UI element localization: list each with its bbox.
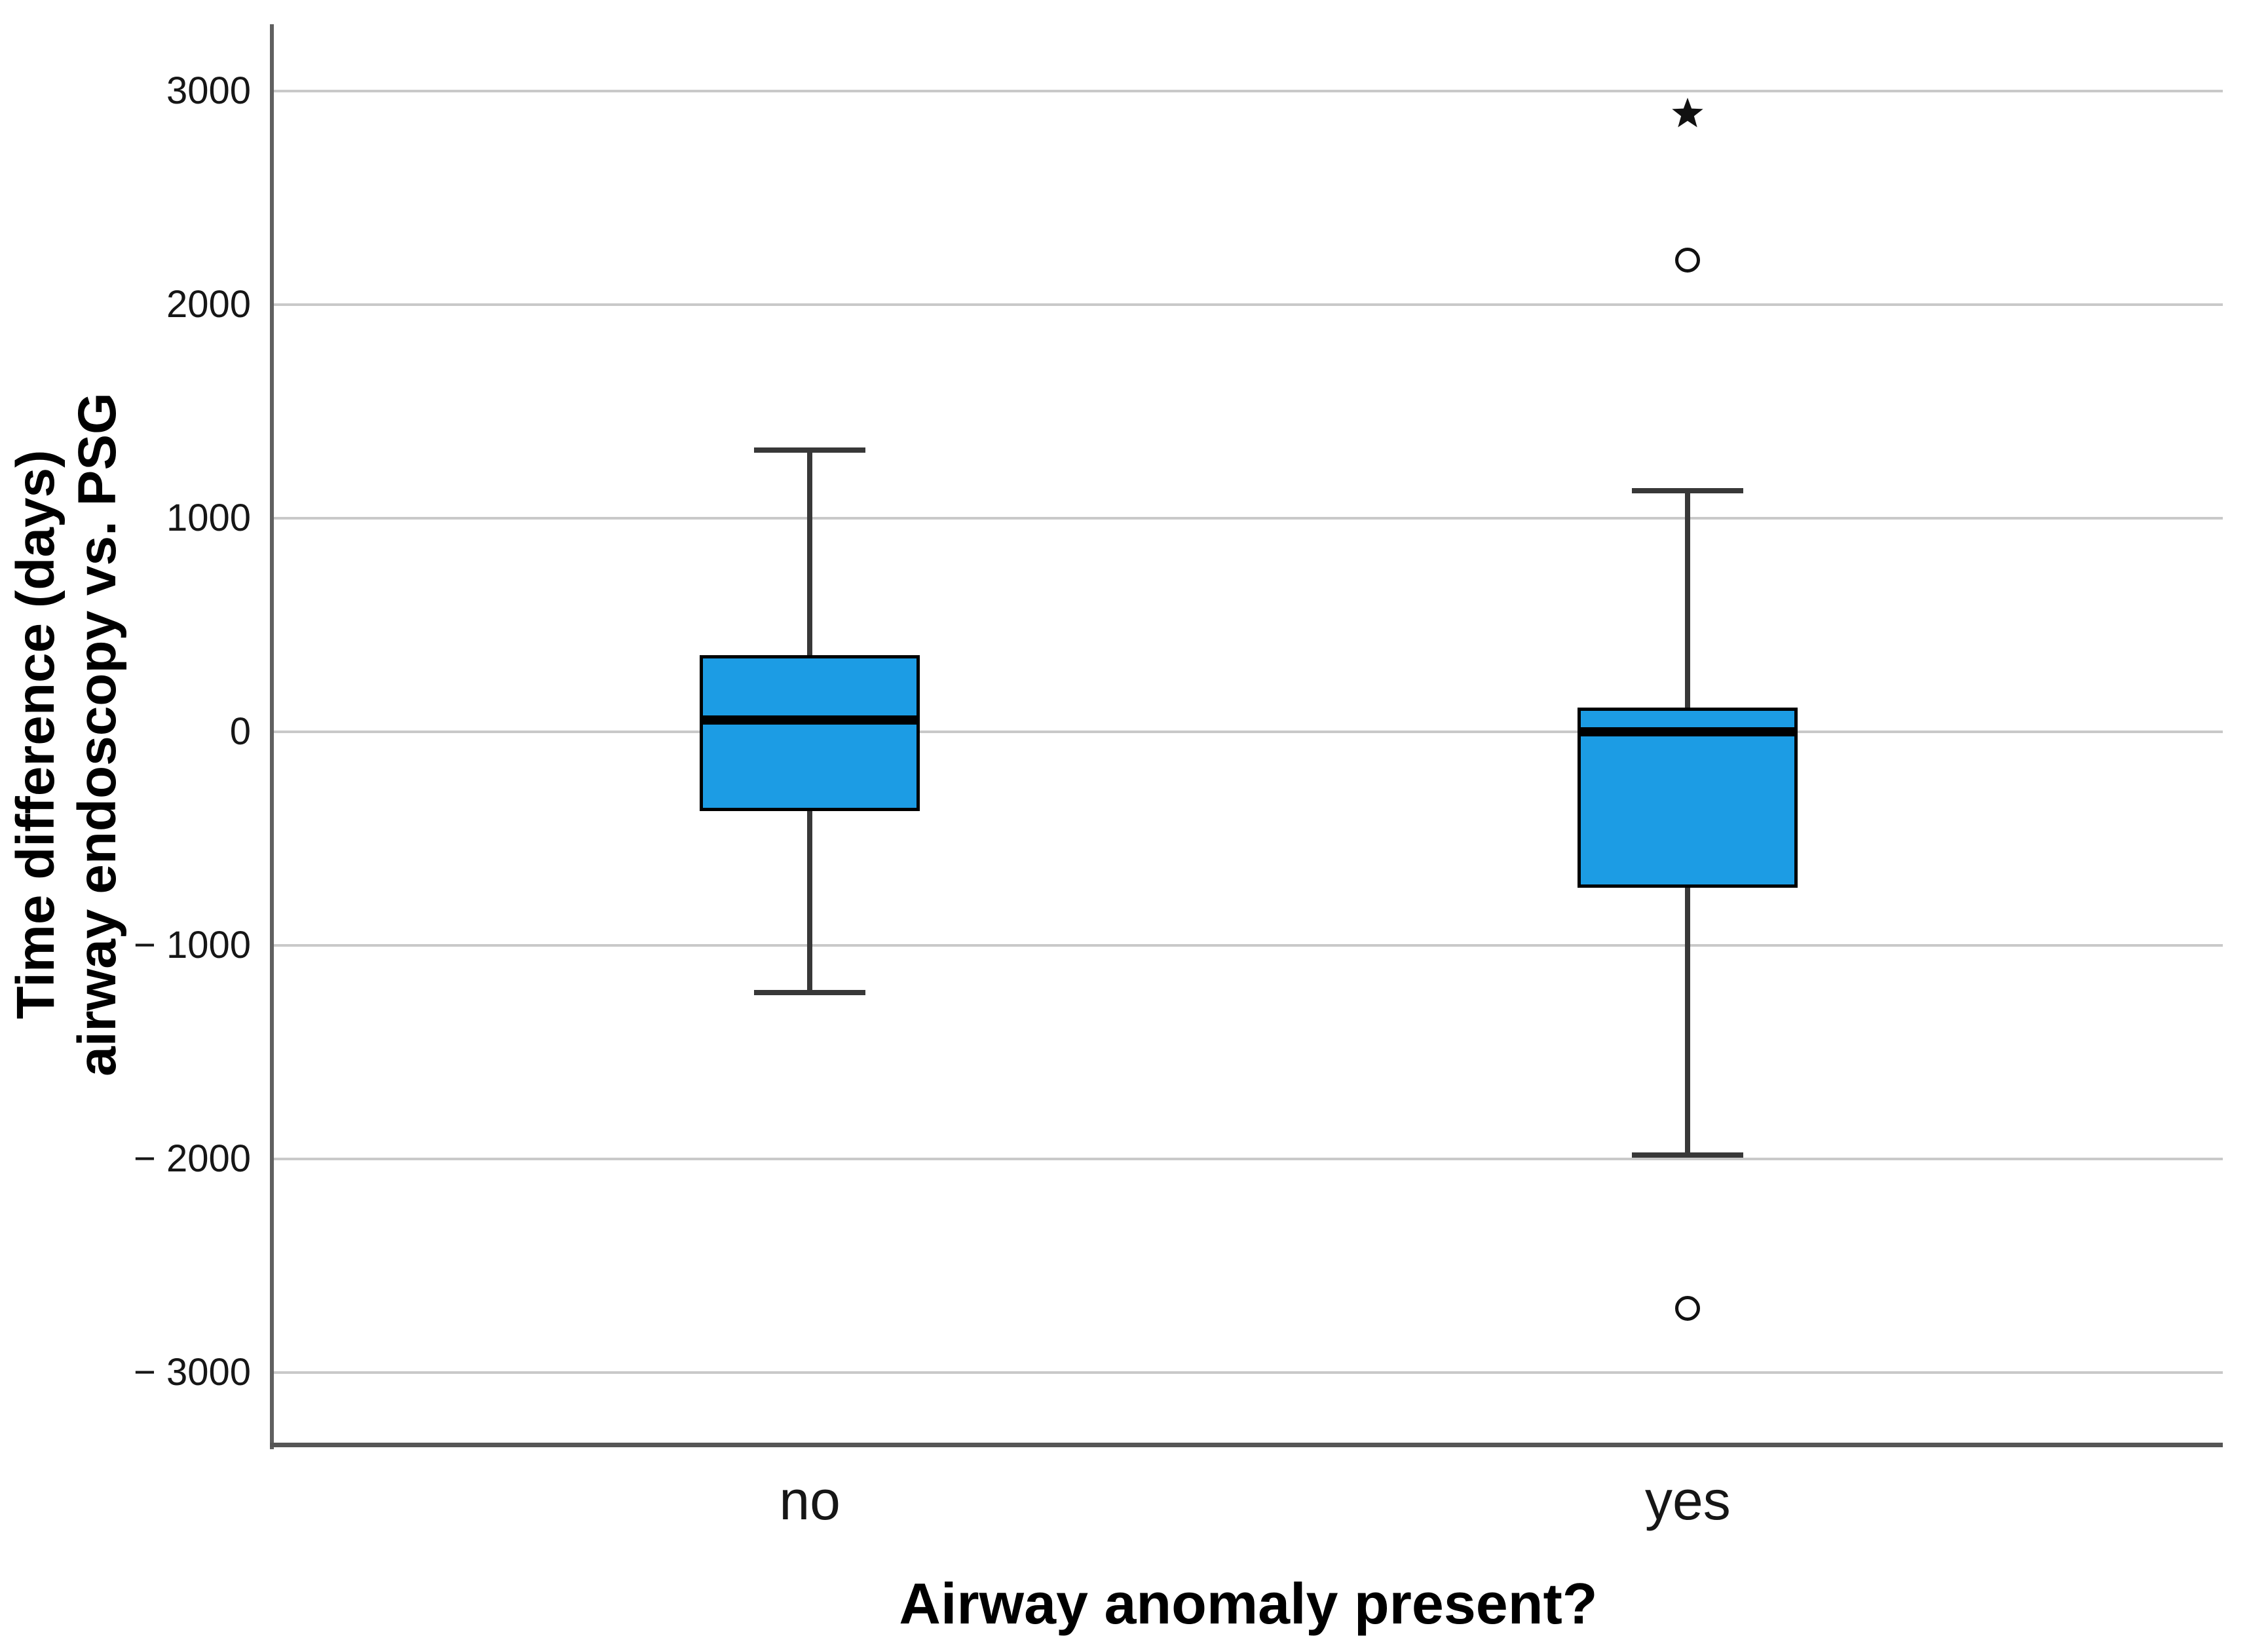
gridline-y--2000 [274, 1158, 2223, 1161]
gridline-y-3000 [274, 90, 2223, 93]
whisker-cap-upper-yes [1632, 487, 1744, 493]
y-tick-label: − 1000 [133, 924, 251, 967]
gridline-y-1000 [274, 517, 2223, 520]
whisker-upper-yes [1685, 490, 1691, 708]
whisker-upper-no [807, 449, 813, 655]
whisker-cap-lower-yes [1632, 1152, 1744, 1158]
gridline-y-0 [274, 731, 2223, 734]
y-tick-label: 0 [229, 710, 251, 753]
x-axis-line [270, 1443, 2223, 1447]
box-yes [1578, 707, 1798, 888]
whisker-lower-no [807, 810, 813, 993]
whisker-lower-yes [1685, 888, 1691, 1155]
gridline-y--1000 [274, 944, 2223, 947]
gridline-y--3000 [274, 1371, 2223, 1375]
outlier-circle-yes [1675, 1296, 1701, 1321]
y-axis-line [270, 24, 274, 1449]
y-tick-label: − 3000 [133, 1351, 251, 1394]
median-line-no [700, 715, 920, 725]
y-tick-label: 3000 [166, 69, 251, 113]
box-no [700, 655, 920, 811]
y-axis-title-line1: Time difference (days) [6, 449, 66, 1019]
gridline-y-2000 [274, 303, 2223, 307]
y-axis-title: Time difference (days) airway endoscopy … [5, 243, 136, 1226]
extreme-outlier-star-yes [1671, 96, 1705, 130]
y-tick-label: − 2000 [133, 1137, 251, 1181]
whisker-cap-upper-no [754, 447, 866, 453]
median-line-yes [1578, 727, 1798, 737]
whisker-cap-lower-no [754, 989, 866, 995]
y-tick-label: 2000 [166, 283, 251, 326]
category-label-yes: yes [1645, 1470, 1731, 1531]
category-label-no: no [779, 1470, 841, 1531]
x-axis-title: Airway anomaly present? [899, 1571, 1598, 1636]
y-tick-label: 1000 [166, 497, 251, 540]
outlier-circle-yes [1675, 247, 1701, 273]
y-axis-title-line2: airway endoscopy vs. PSG [67, 392, 127, 1076]
